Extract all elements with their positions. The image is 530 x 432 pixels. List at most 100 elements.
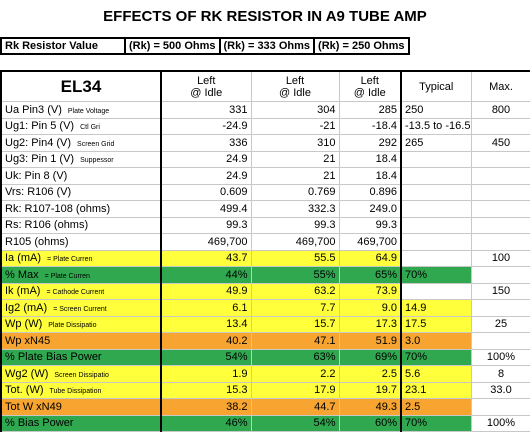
value-cell: -21 [250, 117, 340, 135]
row-label: Tot W xN49 [0, 398, 162, 416]
value-cell: 54% [160, 348, 252, 366]
typical-cell: 70% [400, 266, 472, 284]
data-row: R105 (ohms) 469,700 469,700 469,700 [0, 233, 530, 251]
value-cell: 43.7 [160, 249, 252, 267]
value-cell: 40.2 [160, 332, 252, 350]
data-row: % Max = Plate Curren 44% 55% 65% 70% [0, 266, 530, 284]
value-cell: 469,700 [338, 233, 402, 251]
typical-cell [400, 233, 472, 251]
typical-cell: 250 [400, 101, 472, 119]
label-note: Plate Dissipatio [48, 322, 97, 330]
data-row: Rk: R107-108 (ohms) 499.4 332.3 249.0 [0, 200, 530, 218]
summary-value: (Rk) = 333 Ohms [218, 37, 316, 55]
value-cell: 99.3 [338, 216, 402, 234]
typical-cell: 23.1 [400, 381, 472, 399]
value-cell: 46% [160, 414, 252, 432]
label-text: Ug2: Pin4 (V) [5, 136, 72, 149]
value-cell: 469,700 [160, 233, 252, 251]
value-cell: 24.9 [160, 167, 252, 185]
max-cell: 25 [470, 315, 530, 333]
data-row: Tot. (W) Tube Dissipation 15.3 17.9 19.7 23.1… [0, 381, 530, 399]
data-row: Rs: R106 (ohms) 99.3 99.3 99.3 [0, 216, 530, 234]
value-cell: -24.9 [160, 117, 252, 135]
row-label: Vrs: R106 (V) [0, 183, 162, 201]
data-row: Ug2: Pin4 (V) Screen Grid 336 310 292 265 450 [0, 134, 530, 152]
value-cell: 0.896 [338, 183, 402, 201]
label-text: Rk: R107-108 (ohms) [5, 202, 111, 215]
typical-cell: 265 [400, 134, 472, 152]
value-cell: 44% [160, 266, 252, 284]
label-text: Ua Pin3 (V) [5, 103, 62, 116]
label-text: Ik (mA) [5, 285, 41, 298]
value-cell: 0.609 [160, 183, 252, 201]
value-cell: 21 [250, 167, 340, 185]
data-row: Ug3: Pin 1 (V) Suppessor 24.9 21 18.4 [0, 150, 530, 168]
value-cell: 60% [338, 414, 402, 432]
summary-row: Rk Resistor Value (Rk) = 500 Ohms (Rk) =… [0, 37, 410, 55]
value-cell: 44.7 [250, 398, 340, 416]
typical-cell: 17.5 [400, 315, 472, 333]
value-cell: 0.769 [250, 183, 340, 201]
typical-cell [400, 183, 472, 201]
data-row: % Plate Bias Power 54% 63% 69% 70% 100% [0, 348, 530, 366]
value-cell: 249.0 [338, 200, 402, 218]
value-cell: 15.3 [160, 381, 252, 399]
row-label: Ug3: Pin 1 (V) Suppessor [0, 150, 162, 168]
summary-label: Rk Resistor Value [0, 37, 126, 55]
row-label: Ik (mA) = Cathode Current [0, 282, 162, 300]
value-cell: 54% [250, 414, 340, 432]
label-text: Tot. (W) [5, 384, 44, 397]
label-note: = Plate Curren [44, 272, 90, 280]
row-label: Wp xN45 [0, 332, 162, 350]
data-row: Ig2 (mA) = Screen Current 6.1 7.7 9.0 14.9 [0, 299, 530, 317]
value-cell: 2.5 [338, 365, 402, 383]
label-text: Tot W xN49 [5, 400, 62, 413]
value-cell: 99.3 [160, 216, 252, 234]
value-cell: 18.4 [338, 167, 402, 185]
label-text: % Plate Bias Power [5, 351, 102, 364]
value-cell: 2.2 [250, 365, 340, 383]
header-cell: EL34 [0, 70, 162, 102]
max-cell [470, 183, 530, 201]
header-line: @ Idle [353, 86, 386, 99]
header-line: @ Idle [190, 86, 223, 99]
typical-cell [400, 200, 472, 218]
label-note: Plate Voltage [67, 107, 110, 115]
value-cell: 7.7 [250, 299, 340, 317]
label-note: = Cathode Current [46, 289, 105, 297]
row-label: % Max = Plate Curren [0, 266, 162, 284]
value-cell: 55.5 [250, 249, 340, 267]
value-cell: 51.9 [338, 332, 402, 350]
row-label: Ug1: Pin 5 (V) Ctl Gri [0, 117, 162, 135]
label-note: Screen Grid [77, 140, 115, 148]
max-cell [470, 117, 530, 135]
row-label: % Plate Bias Power [0, 348, 162, 366]
data-row: Wg2 (W) Screen Dissipatio 1.9 2.2 2.5 5.6 8 [0, 365, 530, 383]
value-cell: 49.3 [338, 398, 402, 416]
row-label: Ig2 (mA) = Screen Current [0, 299, 162, 317]
label-text: Rs: R106 (ohms) [5, 219, 89, 232]
data-row: Wp xN45 40.2 47.1 51.9 3.0 [0, 332, 530, 350]
row-label: Ug2: Pin4 (V) Screen Grid [0, 134, 162, 152]
max-cell: 100% [470, 348, 530, 366]
value-cell: 15.7 [250, 315, 340, 333]
value-cell: 63.2 [250, 282, 340, 300]
label-text: Uk: Pin 8 (V) [5, 169, 68, 182]
label-note: = Screen Current [53, 305, 107, 313]
value-cell: 336 [160, 134, 252, 152]
value-cell: 331 [160, 101, 252, 119]
data-row: Ua Pin3 (V) Plate Voltage 331 304 285 250 800 [0, 101, 530, 119]
value-cell: 469,700 [250, 233, 340, 251]
value-cell: 47.1 [250, 332, 340, 350]
row-label: Rs: R106 (ohms) [0, 216, 162, 234]
value-cell: 9.0 [338, 299, 402, 317]
header-line: Left [360, 74, 379, 87]
row-label: Ia (mA) = Plate Curren [0, 249, 162, 267]
label-note: Ctl Gri [80, 124, 100, 132]
value-cell: 17.3 [338, 315, 402, 333]
label-text: % Max [5, 268, 39, 281]
label-text: R105 (ohms) [5, 235, 69, 248]
row-label: Uk: Pin 8 (V) [0, 167, 162, 185]
max-cell [470, 216, 530, 234]
